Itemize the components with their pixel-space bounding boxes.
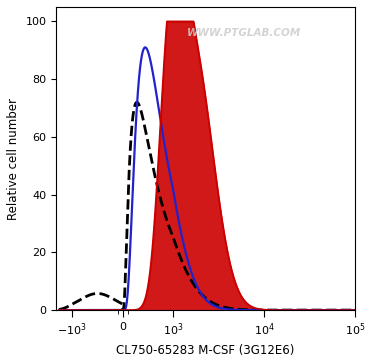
X-axis label: CL750-65283 M-CSF (3G12E6): CL750-65283 M-CSF (3G12E6) xyxy=(116,344,295,357)
Y-axis label: Relative cell number: Relative cell number xyxy=(7,98,20,219)
Text: WWW.PTGLAB.COM: WWW.PTGLAB.COM xyxy=(187,28,301,38)
